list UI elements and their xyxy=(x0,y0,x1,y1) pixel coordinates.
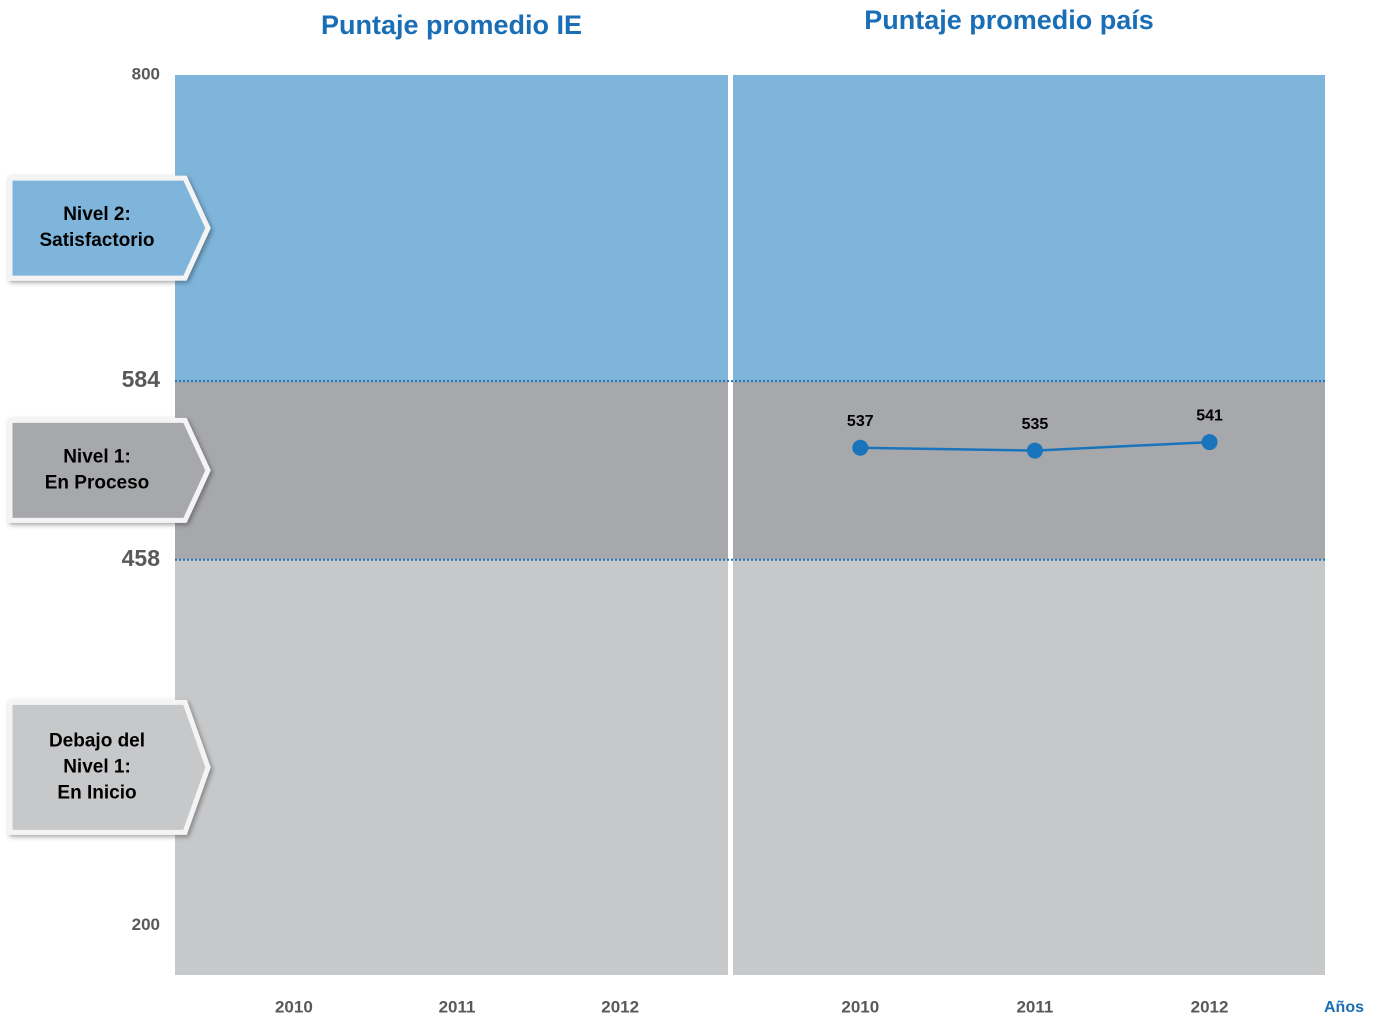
x-axis-label: Años xyxy=(1324,999,1364,1016)
point xyxy=(852,439,869,456)
y-tick-label: 458 xyxy=(122,545,161,571)
y-tick-label: 200 xyxy=(132,915,160,934)
band xyxy=(733,75,1325,382)
band xyxy=(733,381,1325,560)
band-label: En Inicio xyxy=(57,782,136,803)
data-label: 535 xyxy=(1022,416,1049,433)
band-label: Debajo del xyxy=(49,730,145,751)
band-label: En Proceso xyxy=(45,472,150,493)
band-tab xyxy=(7,699,211,835)
band-label: Nivel 1: xyxy=(63,446,131,467)
band xyxy=(175,559,728,975)
band-label: Satisfactorio xyxy=(39,230,154,251)
y-tick-label: 800 xyxy=(132,64,160,83)
x-tick-label: 2011 xyxy=(1016,997,1053,1016)
band xyxy=(175,75,728,382)
band-tab xyxy=(7,175,211,281)
data-label: 541 xyxy=(1196,407,1223,424)
point xyxy=(1201,434,1218,451)
band xyxy=(175,381,728,560)
x-tick-label: 2012 xyxy=(601,997,639,1016)
band-tab xyxy=(7,417,211,523)
band xyxy=(733,559,1325,975)
data-label: 537 xyxy=(847,413,874,430)
x-tick-label: 2010 xyxy=(841,997,879,1016)
x-tick-label: 2011 xyxy=(439,997,476,1016)
x-tick-label: 2012 xyxy=(1191,997,1229,1016)
panel-title: Puntaje promedio país xyxy=(864,5,1154,35)
band-label: Nivel 1: xyxy=(63,756,131,777)
x-tick-label: 2010 xyxy=(275,997,313,1016)
band-label: Nivel 2: xyxy=(63,204,131,225)
panel-title: Puntaje promedio IE xyxy=(321,10,582,40)
point xyxy=(1026,442,1043,459)
y-tick-label: 584 xyxy=(122,366,161,392)
